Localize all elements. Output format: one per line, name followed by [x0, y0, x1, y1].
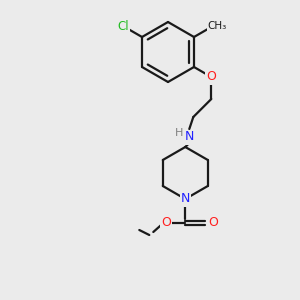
Text: H: H — [175, 128, 184, 138]
Text: CH₃: CH₃ — [207, 21, 227, 31]
Text: O: O — [206, 70, 216, 83]
Text: N: N — [184, 130, 194, 143]
Text: O: O — [208, 217, 218, 230]
Text: N: N — [181, 193, 190, 206]
Text: Cl: Cl — [117, 20, 129, 32]
Text: O: O — [161, 217, 171, 230]
